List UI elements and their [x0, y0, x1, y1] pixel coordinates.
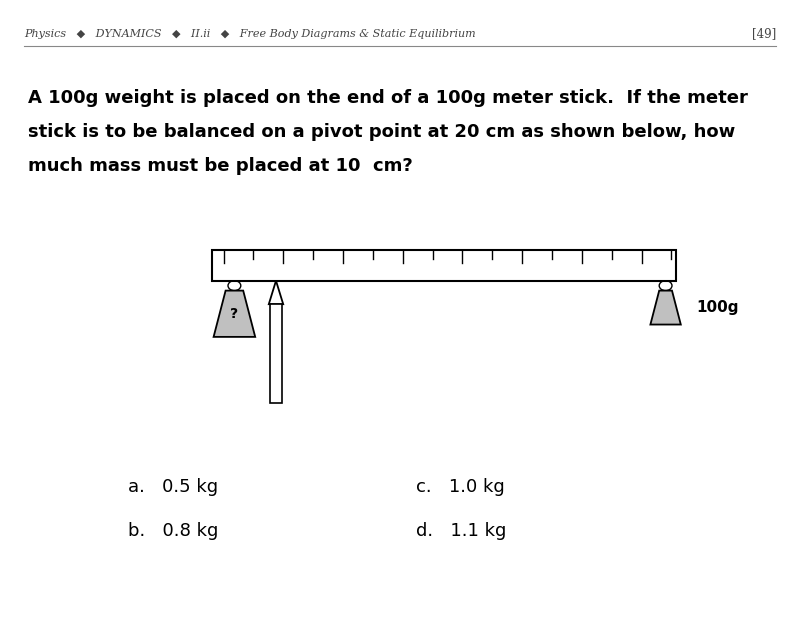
Bar	[212, 250, 676, 281]
Polygon shape	[269, 281, 283, 304]
Text: c.   1.0 kg: c. 1.0 kg	[416, 478, 505, 497]
Text: b.   0.8 kg: b. 0.8 kg	[128, 521, 218, 540]
Polygon shape	[650, 291, 681, 325]
Text: stick is to be balanced on a pivot point at 20 cm as shown below, how: stick is to be balanced on a pivot point…	[28, 123, 735, 141]
Text: 100g: 100g	[696, 300, 738, 315]
Text: ?: ?	[230, 307, 238, 321]
Text: Physics   ◆   DYNAMICS   ◆   II.ii   ◆   Free Body Diagrams & Static Equilibrium: Physics ◆ DYNAMICS ◆ II.ii ◆ Free Body D…	[24, 29, 476, 39]
Text: a.   0.5 kg: a. 0.5 kg	[128, 478, 218, 497]
Polygon shape	[214, 291, 255, 337]
Text: much mass must be placed at 10  cm?: much mass must be placed at 10 cm?	[28, 157, 413, 175]
Bar	[270, 304, 282, 403]
Text: [49]: [49]	[752, 27, 776, 41]
Text: A 100g weight is placed on the end of a 100g meter stick.  If the meter: A 100g weight is placed on the end of a …	[28, 89, 748, 107]
Text: d.   1.1 kg: d. 1.1 kg	[416, 521, 506, 540]
